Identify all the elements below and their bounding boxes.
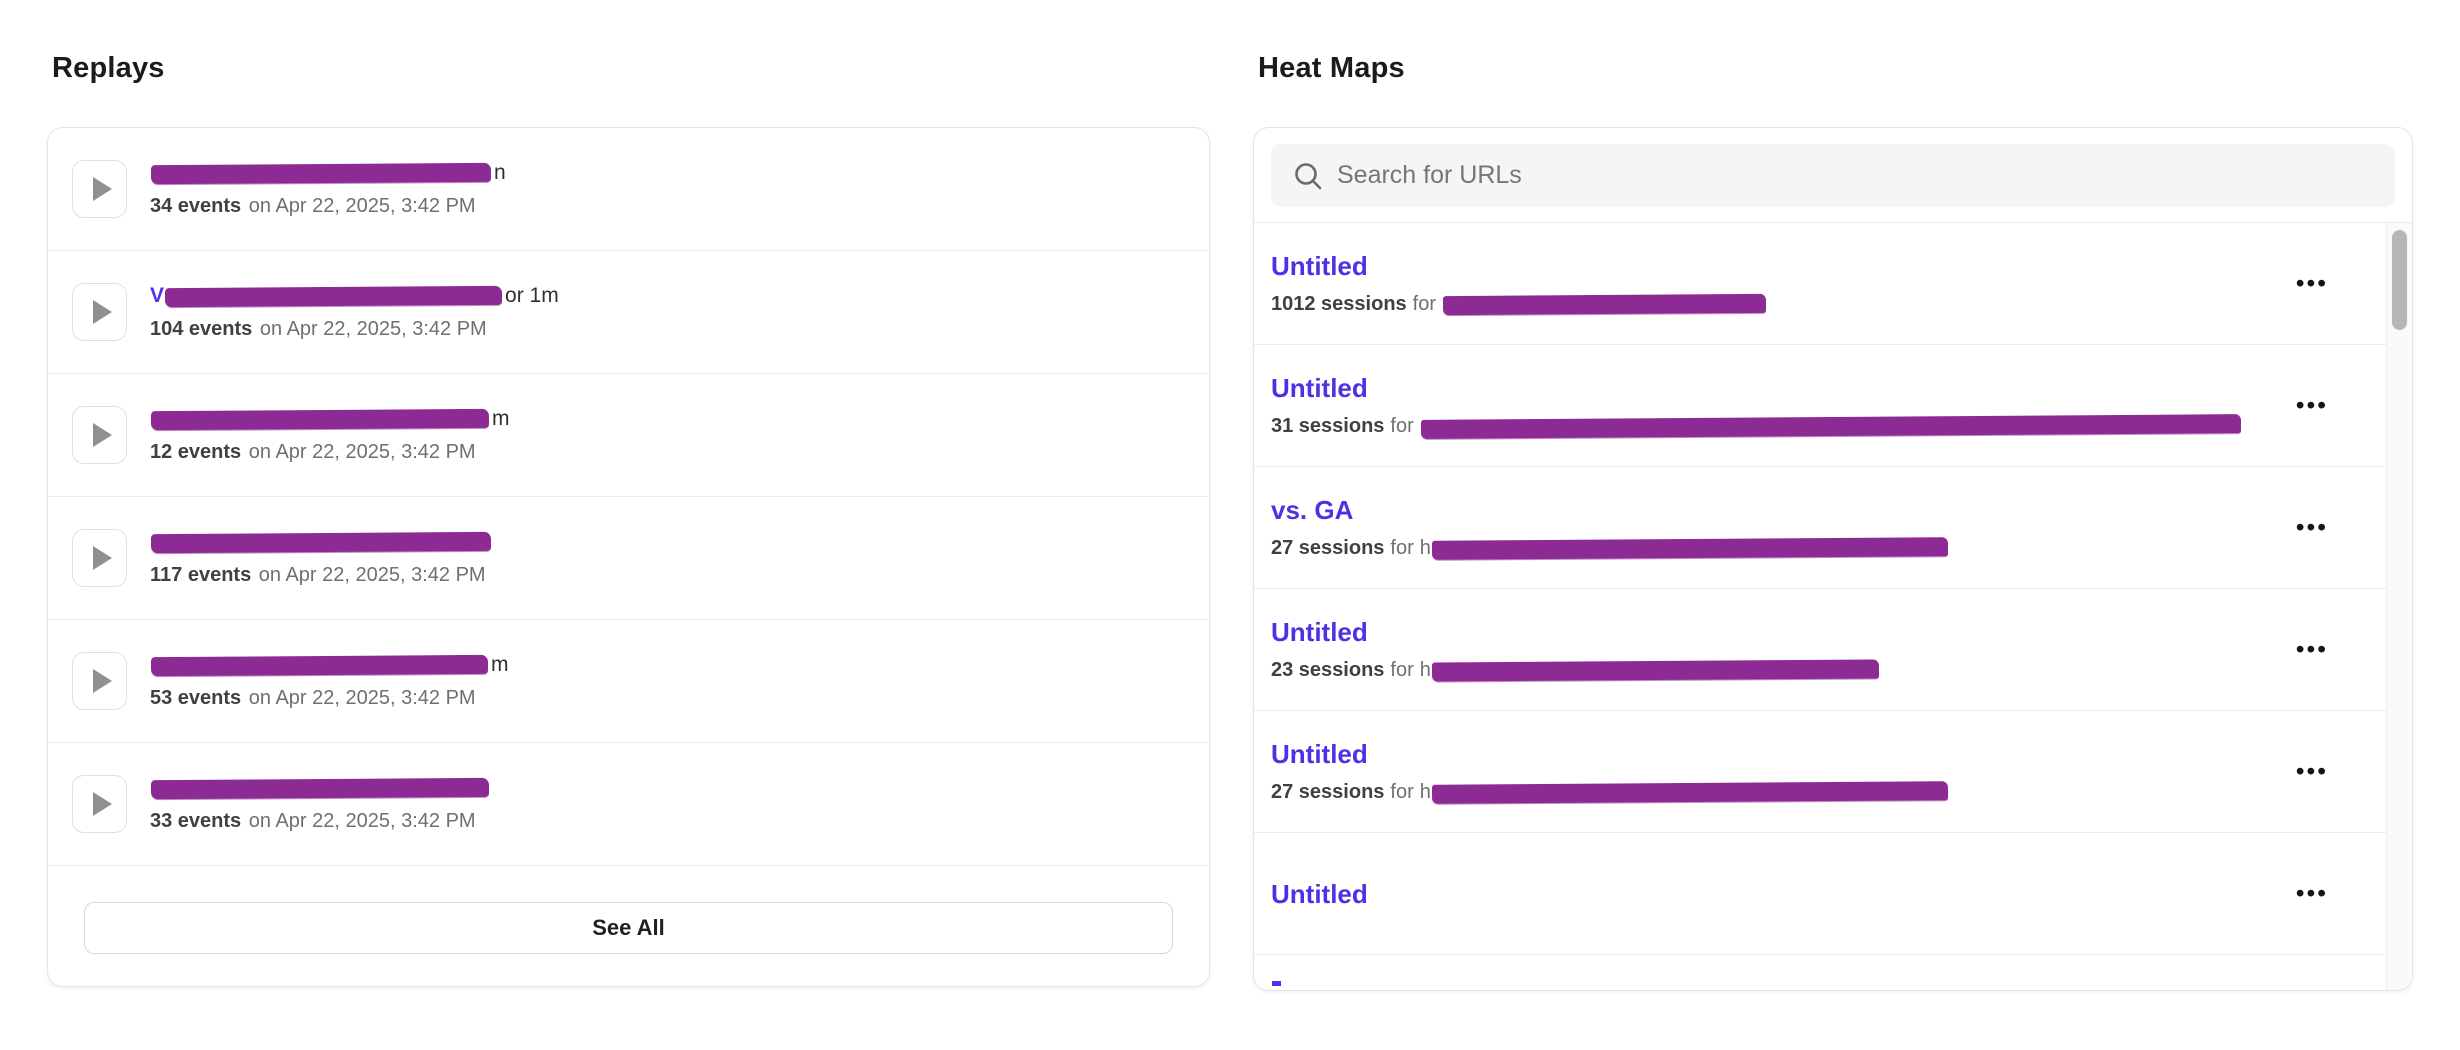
heatmaps-title: Heat Maps [1258, 52, 1405, 84]
event-count: 104 events [150, 318, 253, 340]
event-count: 53 events [150, 687, 242, 709]
event-count: 117 events [150, 564, 252, 586]
play-button[interactable] [72, 160, 127, 218]
heatmap-subtitle: 27 sessions for h [1271, 780, 2328, 804]
heatmap-title-link[interactable]: Untitled [1271, 617, 1368, 647]
replay-meta: 104 events on Apr 22, 2025, 3:42 PM [150, 318, 487, 340]
scrollbar-thumb[interactable] [2392, 230, 2407, 330]
heatmap-row[interactable]: Untitled ••• [1254, 833, 2386, 955]
heatmap-list: Untitled 1012 sessions for ••• Untitled [1254, 222, 2412, 990]
redaction-bar [150, 777, 490, 799]
replay-date: Apr 22, 2025, 3:42 PM [275, 441, 476, 463]
visitor-name-link[interactable] [150, 529, 494, 555]
heatmap-subtitle: 31 sessions for [1271, 413, 2328, 439]
redaction-bar [150, 531, 492, 553]
heatmap-row[interactable]: Untitled 1012 sessions for ••• [1254, 223, 2386, 345]
session-count: 23 sessions [1271, 658, 1385, 681]
ellipsis-menu-button[interactable]: ••• [2295, 879, 2328, 907]
replay-meta: 33 events on Apr 22, 2025, 3:42 PM [150, 810, 476, 832]
play-button[interactable] [72, 529, 127, 587]
replay-row[interactable]: 33 events on Apr 22, 2025, 3:42 PM [48, 743, 1209, 866]
heatmap-row-partial [1254, 955, 2386, 989]
heatmap-row[interactable]: Untitled 23 sessions for h ••• [1254, 589, 2386, 711]
play-icon [92, 177, 112, 201]
heatmap-subtitle: 27 sessions for h [1271, 536, 2328, 560]
replay-row[interactable]: V or 1m 104 events on Apr 22, 2025, 3:42… [48, 251, 1209, 374]
scrollbar-track[interactable] [2386, 223, 2412, 990]
replay-row[interactable]: 117 events on Apr 22, 2025, 3:42 PM [48, 497, 1209, 620]
heatmap-title-link[interactable]: Untitled [1271, 878, 1368, 909]
visitor-name-link[interactable]: m [150, 406, 510, 432]
see-all-button[interactable]: See All [84, 901, 1173, 954]
ellipsis-menu-button[interactable]: ••• [2295, 757, 2328, 785]
ellipsis-menu-button[interactable]: ••• [2295, 269, 2328, 297]
event-count: 33 events [150, 810, 242, 832]
play-icon [92, 669, 112, 693]
redaction-bar [150, 654, 489, 676]
replay-meta: 117 events on Apr 22, 2025, 3:42 PM [150, 564, 486, 586]
replay-date: Apr 22, 2025, 3:42 PM [275, 195, 476, 217]
heatmap-title-link[interactable]: Untitled [1271, 739, 1368, 769]
ellipsis-menu-button[interactable]: ••• [2295, 635, 2328, 663]
replays-title: Replays [52, 52, 165, 84]
play-icon [92, 423, 112, 447]
search-bar [1271, 144, 2395, 207]
heatmap-title-link[interactable]: Untitled [1271, 251, 1368, 281]
replay-date: Apr 22, 2025, 3:42 PM [285, 564, 486, 586]
replay-date: Apr 22, 2025, 3:42 PM [275, 810, 476, 832]
visitor-name-link[interactable]: V or 1m [150, 284, 559, 307]
replay-row[interactable]: m 12 events on Apr 22, 2025, 3:42 PM [48, 374, 1209, 497]
heatmap-title-link[interactable]: Untitled [1271, 373, 1368, 403]
redaction-bar [1442, 293, 1767, 315]
replay-date: Apr 22, 2025, 3:42 PM [275, 687, 476, 709]
replay-row[interactable]: n 34 events on Apr 22, 2025, 3:42 PM [48, 128, 1209, 251]
replay-date: Apr 22, 2025, 3:42 PM [286, 318, 487, 340]
replay-meta: 53 events on Apr 22, 2025, 3:42 PM [150, 687, 476, 709]
play-icon [92, 792, 112, 816]
ellipsis-menu-button[interactable]: ••• [2295, 391, 2328, 419]
heatmaps-panel: Untitled 1012 sessions for ••• Untitled [1253, 127, 2413, 991]
visitor-name-link[interactable]: m [150, 652, 509, 678]
heatmaps-section: Heat Maps Untitled 1012 sessions for [1253, 53, 2413, 991]
search-input[interactable] [1271, 144, 2395, 207]
heatmap-subtitle: 23 sessions for h [1271, 658, 2328, 682]
visitor-name-link[interactable] [150, 775, 492, 801]
heatmap-row[interactable]: Untitled 27 sessions for h ••• [1254, 711, 2386, 833]
event-count: 12 events [150, 441, 242, 463]
play-button[interactable] [72, 283, 127, 341]
event-count: 34 events [150, 195, 242, 217]
heatmap-subtitle: 1012 sessions for [1271, 292, 2328, 316]
redaction-bar [150, 408, 490, 430]
replay-meta: 34 events on Apr 22, 2025, 3:42 PM [150, 195, 476, 217]
visitor-name-link[interactable]: n [150, 160, 506, 186]
clipped-title-sliver [1272, 981, 1281, 986]
play-icon [92, 300, 112, 324]
session-count: 1012 sessions [1271, 292, 1407, 315]
redaction-bar [1431, 780, 1948, 804]
play-button[interactable] [72, 652, 127, 710]
see-all-zone: See All [48, 866, 1209, 986]
redaction-bar [1431, 536, 1948, 560]
play-button[interactable] [72, 406, 127, 464]
redaction-bar [164, 285, 503, 307]
session-count: 27 sessions [1271, 780, 1385, 803]
heatmap-row[interactable]: Untitled 31 sessions for ••• [1254, 345, 2386, 467]
heatmap-title-link[interactable]: vs. GA [1271, 495, 1354, 525]
replays-section: Replays n 34 events on Apr 22, 2025, 3:4… [47, 53, 1210, 987]
play-icon [92, 546, 112, 570]
heatmap-row[interactable]: vs. GA 27 sessions for h ••• [1254, 467, 2386, 589]
redaction-bar [1420, 413, 2241, 439]
replays-panel: n 34 events on Apr 22, 2025, 3:42 PM V o… [47, 127, 1210, 987]
replay-meta: 12 events on Apr 22, 2025, 3:42 PM [150, 441, 476, 463]
replay-row[interactable]: m 53 events on Apr 22, 2025, 3:42 PM [48, 620, 1209, 743]
redaction-bar [1431, 658, 1879, 682]
redaction-bar [150, 162, 492, 184]
session-count: 27 sessions [1271, 536, 1385, 559]
ellipsis-menu-button[interactable]: ••• [2295, 513, 2328, 541]
play-button[interactable] [72, 775, 127, 833]
session-count: 31 sessions [1271, 414, 1385, 437]
